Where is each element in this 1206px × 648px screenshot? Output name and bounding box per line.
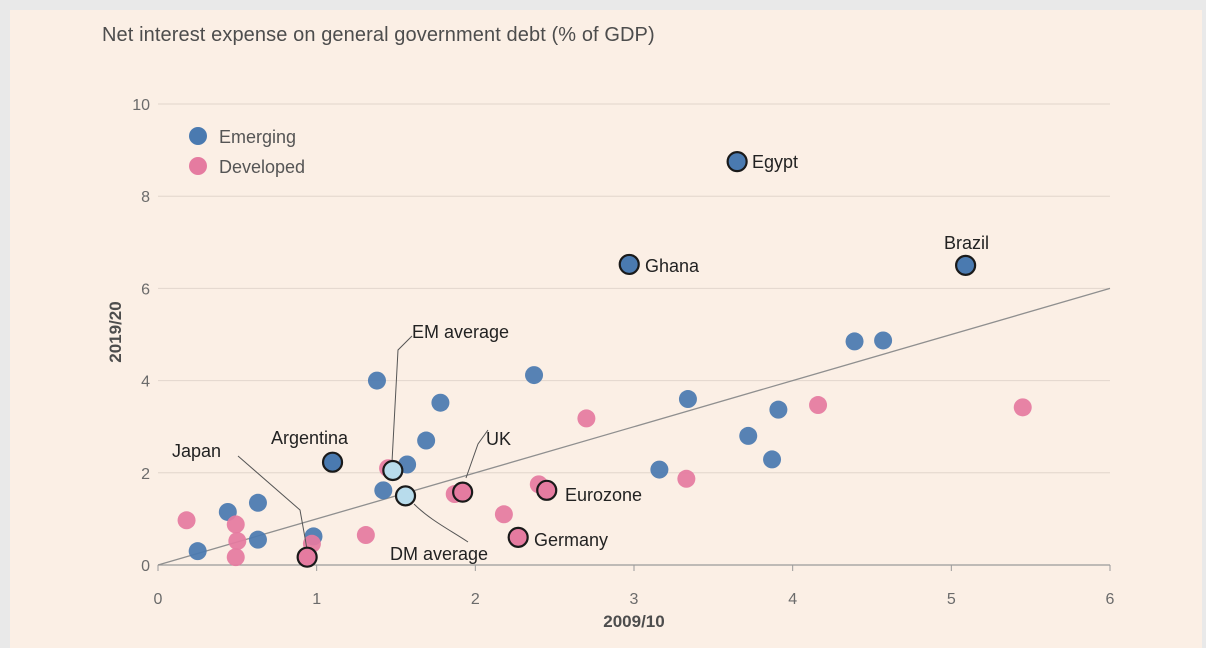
legend-marker (189, 157, 207, 175)
annotation-label: EM average (412, 322, 509, 342)
legend-label: Developed (219, 157, 305, 177)
x-tick-label: 6 (1106, 591, 1115, 608)
point-developed (356, 526, 375, 545)
highlight-point (507, 526, 529, 548)
annotation-label: Eurozone (565, 485, 642, 505)
y-tick-label: 6 (141, 281, 150, 298)
x-tick-label: 4 (788, 591, 797, 608)
y-tick-label: 4 (141, 374, 150, 391)
legend-label: Emerging (219, 127, 296, 147)
point-emerging (374, 481, 393, 500)
point-developed (577, 409, 596, 428)
point-developed (494, 505, 513, 524)
point-developed (228, 532, 247, 551)
annotation-label: Germany (534, 530, 608, 550)
y-tick-label: 2 (141, 466, 150, 483)
y-tick-label: 10 (132, 97, 150, 114)
leader-line (413, 503, 469, 543)
annotation-label: Egypt (752, 152, 798, 172)
leader-line (237, 455, 308, 550)
highlight-point (618, 253, 640, 276)
point-emerging (845, 332, 864, 351)
leader-line (391, 335, 413, 463)
y-axis-title: 2019/20 (106, 301, 125, 362)
point-emerging (248, 530, 267, 549)
point-emerging (678, 390, 697, 409)
point-emerging (874, 331, 893, 350)
annotation-label: Brazil (944, 233, 989, 253)
point-emerging (188, 542, 207, 561)
highlight-point (394, 485, 417, 507)
highlight-point (296, 546, 318, 568)
highlight-point (382, 459, 404, 482)
point-emerging (739, 426, 758, 445)
highlight-point (452, 481, 474, 503)
point-emerging (769, 400, 788, 419)
point-emerging (431, 393, 450, 412)
x-tick-label: 2 (471, 591, 480, 608)
annotation-label: Ghana (645, 256, 700, 276)
highlight-point (321, 451, 344, 473)
annotation-label: Japan (172, 441, 221, 461)
highlight-point (726, 151, 748, 173)
point-developed (226, 548, 245, 567)
point-developed (677, 469, 696, 488)
reference-line (157, 287, 1111, 566)
annotation-label: DM average (390, 544, 488, 564)
y-tick-label: 8 (141, 189, 150, 206)
point-emerging (417, 431, 436, 450)
point-emerging (763, 450, 782, 469)
point-developed (1013, 398, 1032, 417)
chart-panel: Net interest expense on general governme… (10, 10, 1202, 648)
point-emerging (248, 493, 267, 512)
annotation-label: UK (486, 429, 511, 449)
point-developed (809, 396, 828, 415)
y-tick-label: 0 (141, 558, 150, 575)
x-tick-label: 1 (312, 591, 321, 608)
highlight-point (955, 254, 977, 276)
annotation-label: Argentina (271, 428, 349, 448)
highlight-point (536, 479, 558, 501)
x-axis-title: 2009/10 (603, 612, 664, 631)
x-tick-label: 0 (154, 591, 163, 608)
point-developed (226, 515, 245, 534)
point-developed (177, 511, 196, 530)
point-emerging (367, 371, 386, 390)
chart-title: Net interest expense on general governme… (102, 24, 655, 46)
x-tick-label: 5 (947, 591, 956, 608)
point-emerging (650, 460, 669, 479)
legend-marker (189, 127, 207, 145)
point-emerging (525, 366, 544, 385)
leader-line (465, 429, 489, 479)
x-tick-label: 3 (630, 591, 639, 608)
